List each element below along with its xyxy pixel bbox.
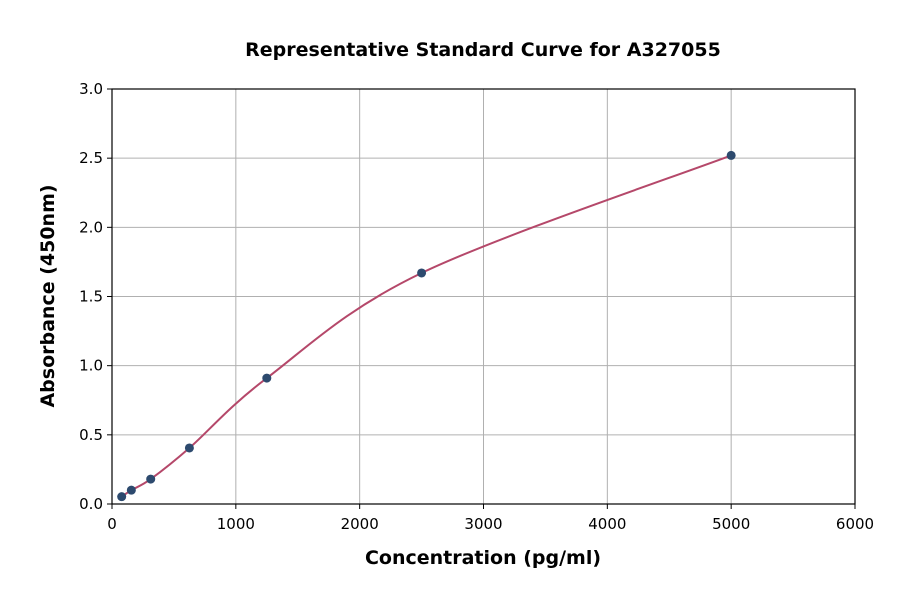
data-point bbox=[146, 474, 156, 484]
chart-title: Representative Standard Curve for A32705… bbox=[245, 39, 721, 61]
x-tick-label: 1000 bbox=[217, 515, 255, 533]
x-tick-label: 5000 bbox=[712, 515, 750, 533]
y-axis-label: Absorbance (450nm) bbox=[37, 184, 59, 407]
data-point bbox=[184, 443, 194, 453]
y-tick-label: 2.0 bbox=[79, 218, 103, 236]
plot-frame bbox=[111, 88, 856, 505]
x-tick-label: 0 bbox=[107, 515, 117, 533]
data-point bbox=[126, 485, 136, 495]
x-tick-label: 3000 bbox=[464, 515, 502, 533]
y-tick-label: 0.0 bbox=[79, 495, 103, 513]
y-tick-label: 2.5 bbox=[79, 149, 103, 167]
data-point bbox=[417, 268, 427, 278]
grid bbox=[111, 88, 856, 505]
x-tick-label: 2000 bbox=[341, 515, 379, 533]
x-axis-label: Concentration (pg/ml) bbox=[365, 547, 601, 569]
fit-curve bbox=[121, 154, 732, 498]
y-tick-label: 3.0 bbox=[79, 80, 103, 98]
x-tick-label: 4000 bbox=[588, 515, 626, 533]
y-tick-label: 1.5 bbox=[79, 288, 103, 306]
data-point bbox=[117, 492, 127, 502]
x-tick-label: 6000 bbox=[836, 515, 874, 533]
data-points bbox=[117, 150, 736, 502]
data-point bbox=[262, 373, 272, 383]
data-point bbox=[726, 150, 736, 160]
ticks: 0 1000 2000 3000 4000 5000 6000 0.0 0.5 1.0 1.5 2.0… bbox=[79, 80, 874, 533]
y-tick-label: 1.0 bbox=[79, 357, 103, 375]
y-tick-label: 0.5 bbox=[79, 426, 103, 444]
